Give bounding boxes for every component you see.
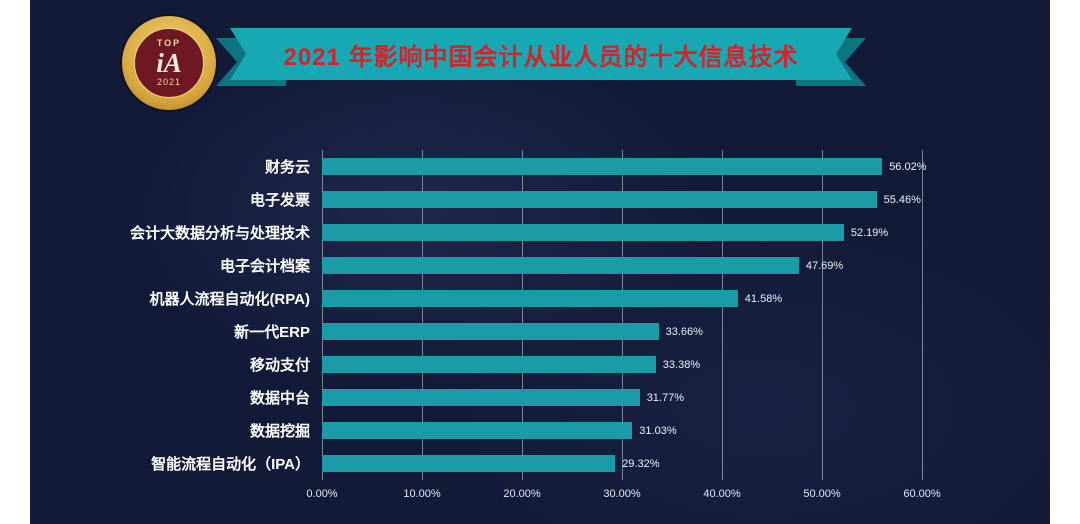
x-tick-label: 30.00% [603,488,641,500]
bar [322,158,883,175]
x-tick-label: 50.00% [803,488,841,500]
bar [322,191,877,208]
value-label: 41.58% [744,292,783,305]
value-label: 29.32% [622,457,660,470]
badge-inner-circle: TOP iA 2021 [134,28,204,98]
bar-row: 移动支付 33.38% [30,348,1050,381]
x-tick-label: 20.00% [503,488,541,500]
bar [322,356,656,373]
value-label: 33.38% [662,358,701,371]
gridline [722,150,723,480]
bar-row: 电子会计档案 47.69% [30,249,1050,282]
gridline [822,150,823,480]
bar-chart: 财务云 56.02% 电子发票 55.46% 会计大数据分析与处理技术 52.19% 电子会… [30,150,1050,500]
bar-track: 41.58% [322,290,1032,307]
gridline [322,150,323,480]
bar-track: 29.32% [322,455,1032,472]
category-label: 数据中台 [249,390,310,407]
bar-row: 会计大数据分析与处理技术 52.19% [30,216,1050,249]
bar-row: 智能流程自动化（IPA） 29.32% [30,447,1050,480]
value-label: 56.02% [889,160,927,173]
value-label: 33.66% [665,325,703,338]
bar-row: 数据挖掘 31.03% [30,414,1050,447]
value-label: 55.46% [883,193,921,206]
bar-rows: 财务云 56.02% 电子发票 55.46% 会计大数据分析与处理技术 52.19% 电子会… [30,150,1050,480]
bar-row: 财务云 56.02% [30,150,1050,183]
category-label: 新一代ERP [234,324,310,341]
x-tick-label: 10.00% [403,488,441,500]
value-label: 31.77% [646,391,684,404]
bar [322,290,738,307]
ribbon-band: 2021 年影响中国会计从业人员的十大信息技术 [230,28,852,80]
gridline [622,150,623,480]
bar-track: 33.66% [322,323,1032,340]
bar-track: 33.38% [322,356,1032,373]
category-label: 会计大数据分析与处理技术 [129,225,310,242]
x-tick-label: 60.00% [903,488,941,500]
bar [322,257,799,274]
value-label: 52.19% [850,226,889,239]
gridline [422,150,423,480]
x-tick-label: 40.00% [703,488,741,500]
bar-track: 56.02% [322,158,1032,175]
category-label: 电子会计档案 [219,258,310,275]
bar-track: 31.77% [322,389,1032,406]
top10-badge-logo: TOP iA 2021 [122,16,216,110]
bar-row: 新一代ERP 33.66% [30,315,1050,348]
category-label: 智能流程自动化（IPA） [151,456,310,473]
gridline [522,150,523,480]
bar [322,224,844,241]
category-label: 电子发票 [249,192,310,209]
bar-track: 47.69% [322,257,1032,274]
bar-track: 31.03% [322,422,1032,439]
category-label: 机器人流程自动化(RPA) [149,291,310,308]
bar-track: 52.19% [322,224,1032,241]
category-label: 移动支付 [249,357,310,374]
value-label: 31.03% [639,424,677,437]
bar [322,389,640,406]
gridline [922,150,923,480]
badge-monogram: iA [156,47,182,78]
bar-track: 55.46% [322,191,1032,208]
bar-row: 电子发票 55.46% [30,183,1050,216]
bar [322,455,616,472]
title-ribbon: 2021 年影响中国会计从业人员的十大信息技术 [216,28,866,86]
category-label: 数据挖掘 [249,423,310,440]
page-title: 2021 年影响中国会计从业人员的十大信息技术 [283,43,799,71]
x-axis: 0.00% 10.00% 20.00% 30.00% 40.00% 50.00% 60.00… [306,488,940,504]
bar [322,422,633,439]
badge-top-text: TOP [156,38,182,49]
badge-year-text: 2021 [156,77,182,88]
bar-row: 数据中台 31.77% [30,381,1050,414]
gridlines-layer [322,150,923,480]
infographic-canvas: TOP iA 2021 2021 年影响中国会计从业人员的十大信息技术 财务云 5… [30,0,1050,524]
value-label: 47.69% [805,259,844,272]
category-label: 财务云 [264,159,310,176]
bar-row: 机器人流程自动化(RPA) 41.58% [30,282,1050,315]
bar [322,323,659,340]
x-tick-label: 0.00% [306,488,338,500]
